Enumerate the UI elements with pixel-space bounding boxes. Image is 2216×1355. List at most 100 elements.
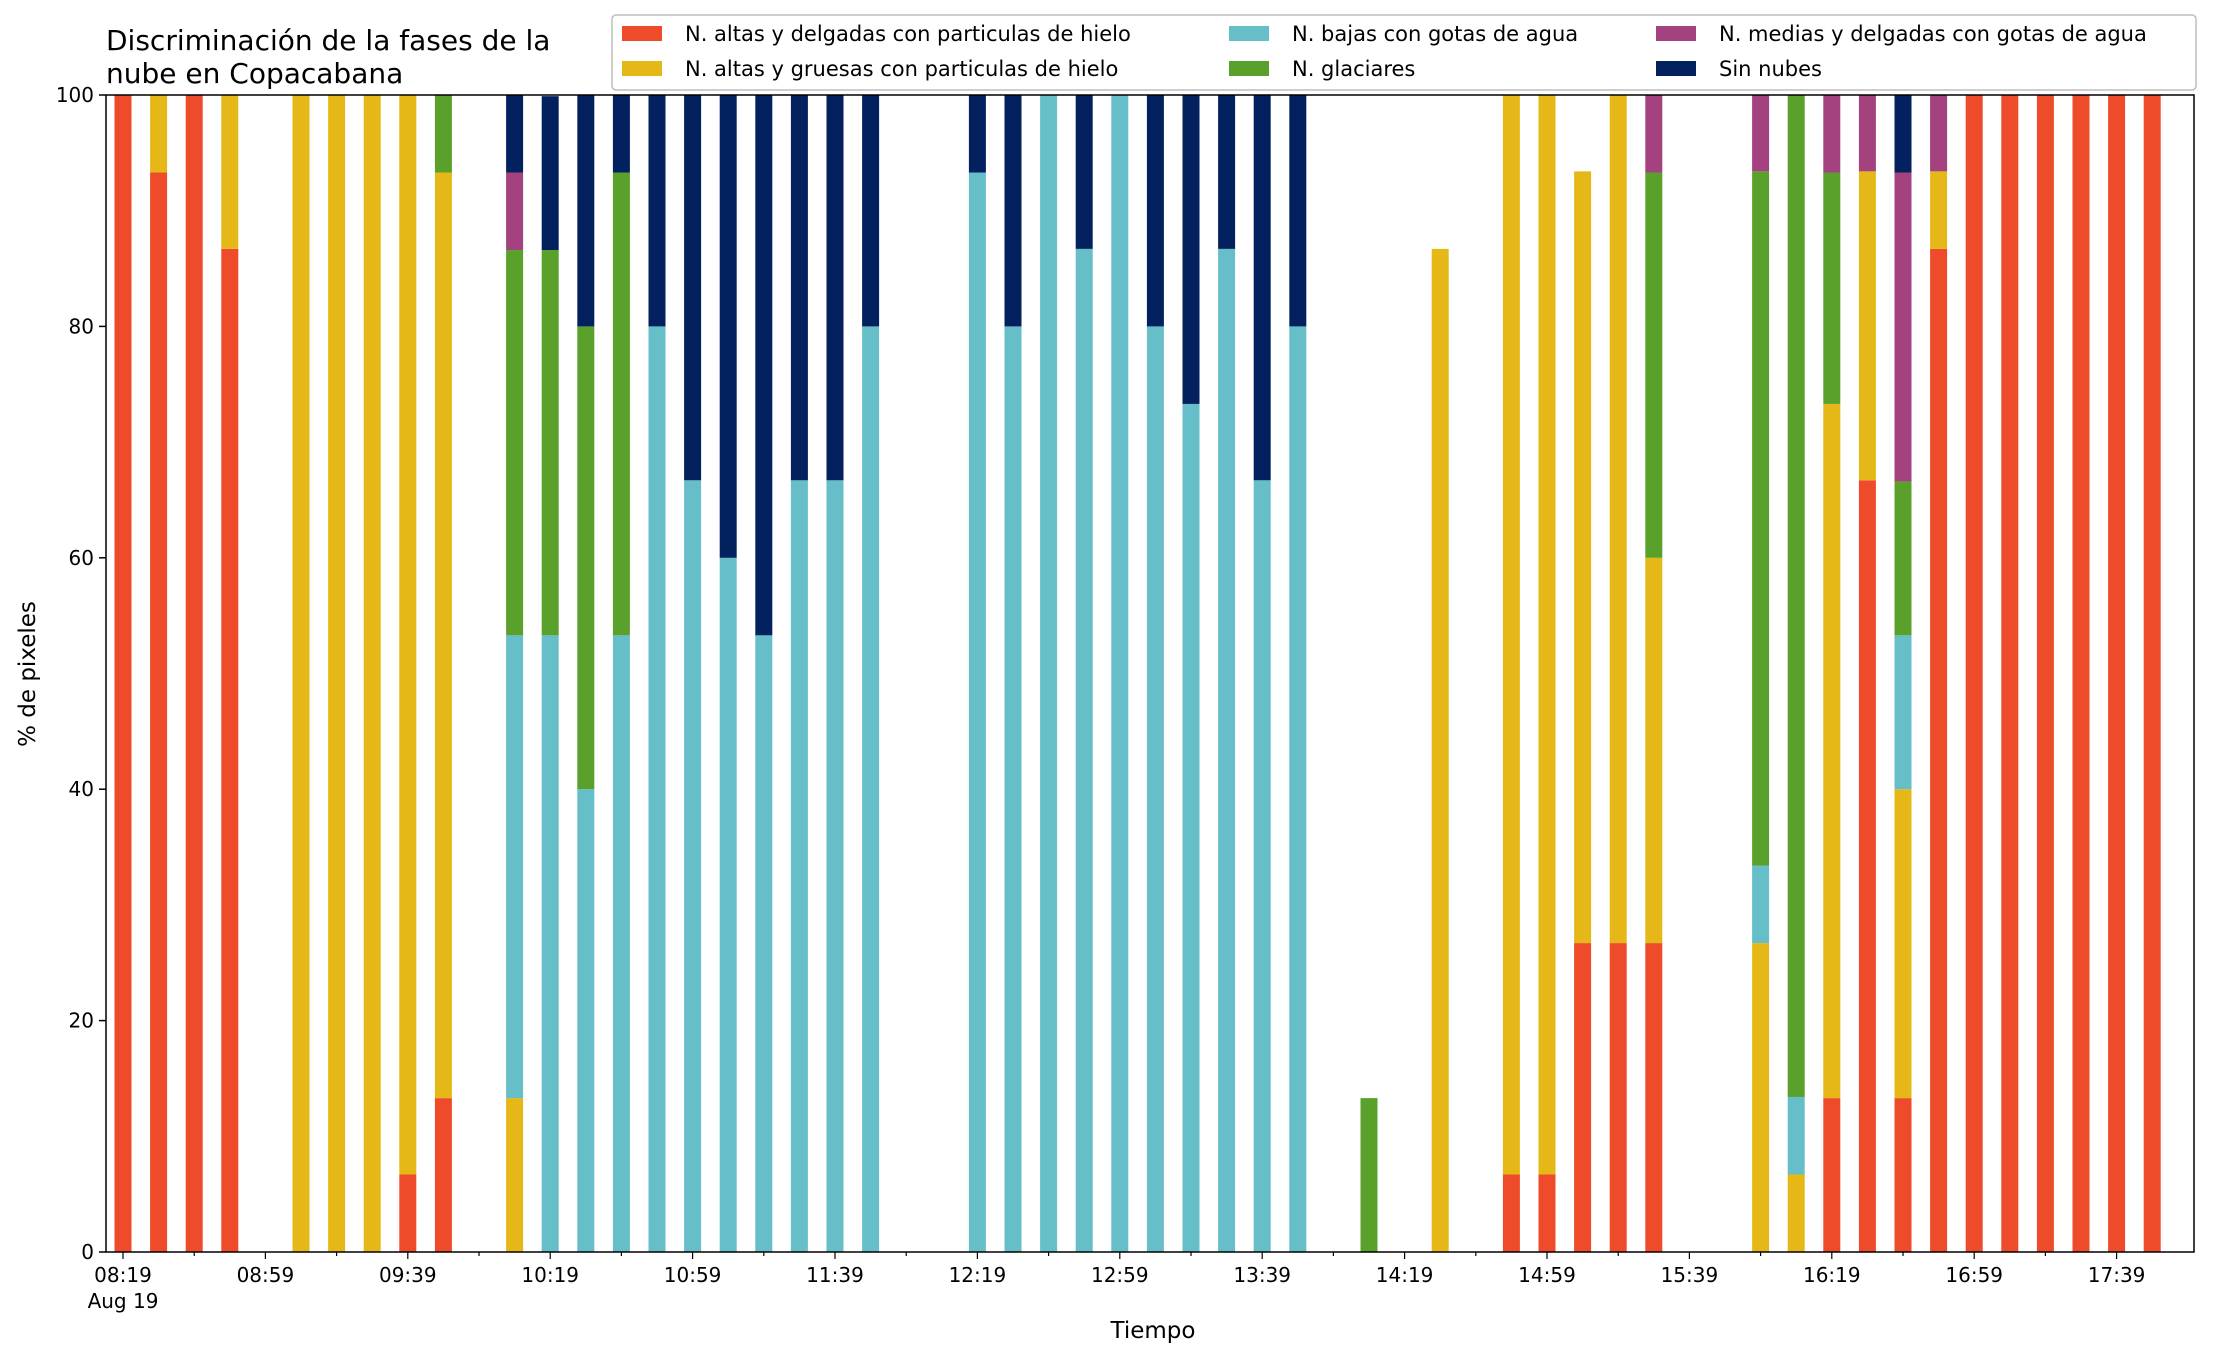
y-tick-label-2: 40 — [69, 777, 94, 801]
bar-segment-30-series-2 — [1182, 403, 1200, 1252]
y-axis-label: % de pixeles — [15, 601, 41, 747]
bar-segment-13-series-5 — [577, 95, 595, 327]
bar-segment-19-series-2 — [790, 480, 808, 1252]
x-axis-label: Tiempo — [1110, 1318, 1196, 1344]
bar-segment-8-series-1 — [399, 95, 417, 1175]
bar-segment-42-series-1 — [1609, 95, 1627, 944]
bar-segment-17-series-2 — [719, 557, 737, 1252]
bar-segment-42-series-0 — [1609, 943, 1627, 1252]
bar-segment-51-series-0 — [1930, 248, 1948, 1252]
x-tick-label-6: 12:19 — [949, 1263, 1007, 1287]
y-tick-label-1: 20 — [69, 1009, 94, 1033]
bar-segment-19-series-5 — [790, 95, 808, 481]
bar-segment-16-series-5 — [684, 95, 702, 481]
y-tick-label-3: 60 — [69, 546, 94, 570]
bar-segment-50-series-3 — [1894, 481, 1912, 636]
bar-segment-49-series-1 — [1858, 171, 1876, 481]
bar-segment-13-series-3 — [577, 326, 595, 790]
bar-segment-39-series-1 — [1502, 95, 1520, 1175]
bar-segment-26-series-2 — [1040, 95, 1058, 1252]
bar-segment-46-series-1 — [1752, 943, 1770, 1252]
bar-segment-7-series-1 — [363, 95, 381, 1252]
bar-segment-40-series-1 — [1538, 95, 1556, 1175]
bar-segment-48-series-3 — [1823, 172, 1841, 404]
bar-segment-43-series-4 — [1645, 95, 1663, 173]
plot-frame — [105, 94, 2195, 1253]
bar-segment-52-series-0 — [1965, 95, 1983, 1252]
bar-segment-18-series-2 — [755, 635, 773, 1252]
bar-segment-41-series-1 — [1574, 171, 1592, 944]
y-tick-label-5: 100 — [56, 83, 94, 107]
bar-segment-56-series-0 — [2108, 95, 2126, 1252]
bar-segment-51-series-4 — [1930, 95, 1948, 172]
x-tick-label-10: 14:59 — [1518, 1263, 1576, 1287]
bar-segment-6-series-1 — [328, 95, 346, 1252]
bar-segment-24-series-5 — [968, 95, 986, 173]
x-tick-label-3: 10:19 — [521, 1263, 579, 1287]
bar-segment-53-series-0 — [2001, 95, 2019, 1252]
x-tick-label-5: 11:39 — [806, 1263, 864, 1287]
chart-title-line-1: Discriminación de la fases de la — [106, 24, 550, 57]
y-tick-label-4: 80 — [69, 314, 94, 338]
legend-swatch-2 — [1229, 26, 1269, 41]
x-tick-label-7: 12:59 — [1091, 1263, 1149, 1287]
x-tick-label-8: 13:39 — [1233, 1263, 1291, 1287]
x-tick-label-11: 15:39 — [1661, 1263, 1719, 1287]
bar-segment-43-series-3 — [1645, 172, 1663, 558]
bar-segment-20-series-2 — [826, 480, 844, 1252]
bar-segment-25-series-5 — [1004, 95, 1022, 327]
bar-segment-14-series-2 — [612, 635, 630, 1252]
bar-segment-29-series-5 — [1146, 95, 1164, 327]
bar-segment-30-series-5 — [1182, 95, 1200, 404]
legend-box — [611, 14, 2197, 91]
bar-segment-15-series-2 — [648, 326, 666, 1252]
x-tick-label-9: 14:19 — [1376, 1263, 1434, 1287]
bar-segment-40-series-0 — [1538, 1174, 1556, 1252]
bar-segment-50-series-4 — [1894, 172, 1912, 482]
bar-segment-41-series-0 — [1574, 943, 1592, 1252]
bar-segment-37-series-1 — [1431, 248, 1449, 1252]
bar-segment-16-series-2 — [684, 480, 702, 1252]
legend-label-0: N. altas y delgadas con particulas de hi… — [685, 22, 1131, 46]
bar-segment-14-series-3 — [612, 172, 630, 636]
bar-segment-9-series-1 — [434, 172, 452, 1099]
bar-segment-46-series-2 — [1752, 865, 1770, 944]
x-tick-label-14: 17:39 — [2088, 1263, 2146, 1287]
bar-segment-50-series-5 — [1894, 95, 1912, 173]
bar-segment-8-series-0 — [399, 1174, 417, 1252]
legend-label-5: Sin nubes — [1719, 57, 1822, 81]
legend-label-4: N. medias y delgadas con gotas de agua — [1719, 22, 2147, 46]
x-tick-label-4: 10:59 — [664, 1263, 722, 1287]
bar-segment-3-series-1 — [221, 95, 239, 249]
bar-segment-47-series-3 — [1787, 95, 1805, 1097]
bar-segment-28-series-2 — [1111, 95, 1129, 1252]
bar-segment-50-series-2 — [1894, 635, 1912, 790]
legend-swatch-5 — [1656, 61, 1696, 76]
bars-group — [114, 95, 2161, 1252]
legend-label-3: N. glaciares — [1292, 57, 1415, 81]
bar-segment-57-series-0 — [2143, 95, 2161, 1252]
bar-segment-47-series-2 — [1787, 1096, 1805, 1175]
bar-segment-47-series-1 — [1787, 1174, 1805, 1252]
bar-segment-12-series-3 — [541, 250, 559, 636]
bar-segment-51-series-1 — [1930, 171, 1948, 249]
bar-segment-43-series-0 — [1645, 943, 1663, 1252]
bar-segment-32-series-2 — [1253, 480, 1271, 1252]
bar-segment-46-series-3 — [1752, 171, 1770, 866]
bar-segment-48-series-0 — [1823, 1098, 1841, 1252]
x-axis: 08:19 08:59 09:39 10:19 10:59 11:39 12:19 12:59… — [88, 1252, 2146, 1313]
legend-swatch-4 — [1656, 26, 1696, 41]
legend-swatch-0 — [622, 26, 662, 41]
x-tick-label-2: 09:39 — [379, 1263, 437, 1287]
legend-swatch-3 — [1229, 61, 1269, 76]
bar-segment-11-series-5 — [506, 95, 524, 173]
bar-segment-31-series-5 — [1218, 95, 1236, 249]
chart-title-line-2: nube en Copacabana — [106, 57, 403, 90]
bar-segment-49-series-4 — [1858, 95, 1876, 172]
bar-segment-50-series-1 — [1894, 789, 1912, 1099]
bar-segment-12-series-2 — [541, 635, 559, 1252]
bar-segment-1-series-0 — [150, 172, 168, 1252]
bar-segment-24-series-2 — [968, 172, 986, 1252]
bar-segment-33-series-5 — [1289, 95, 1307, 327]
